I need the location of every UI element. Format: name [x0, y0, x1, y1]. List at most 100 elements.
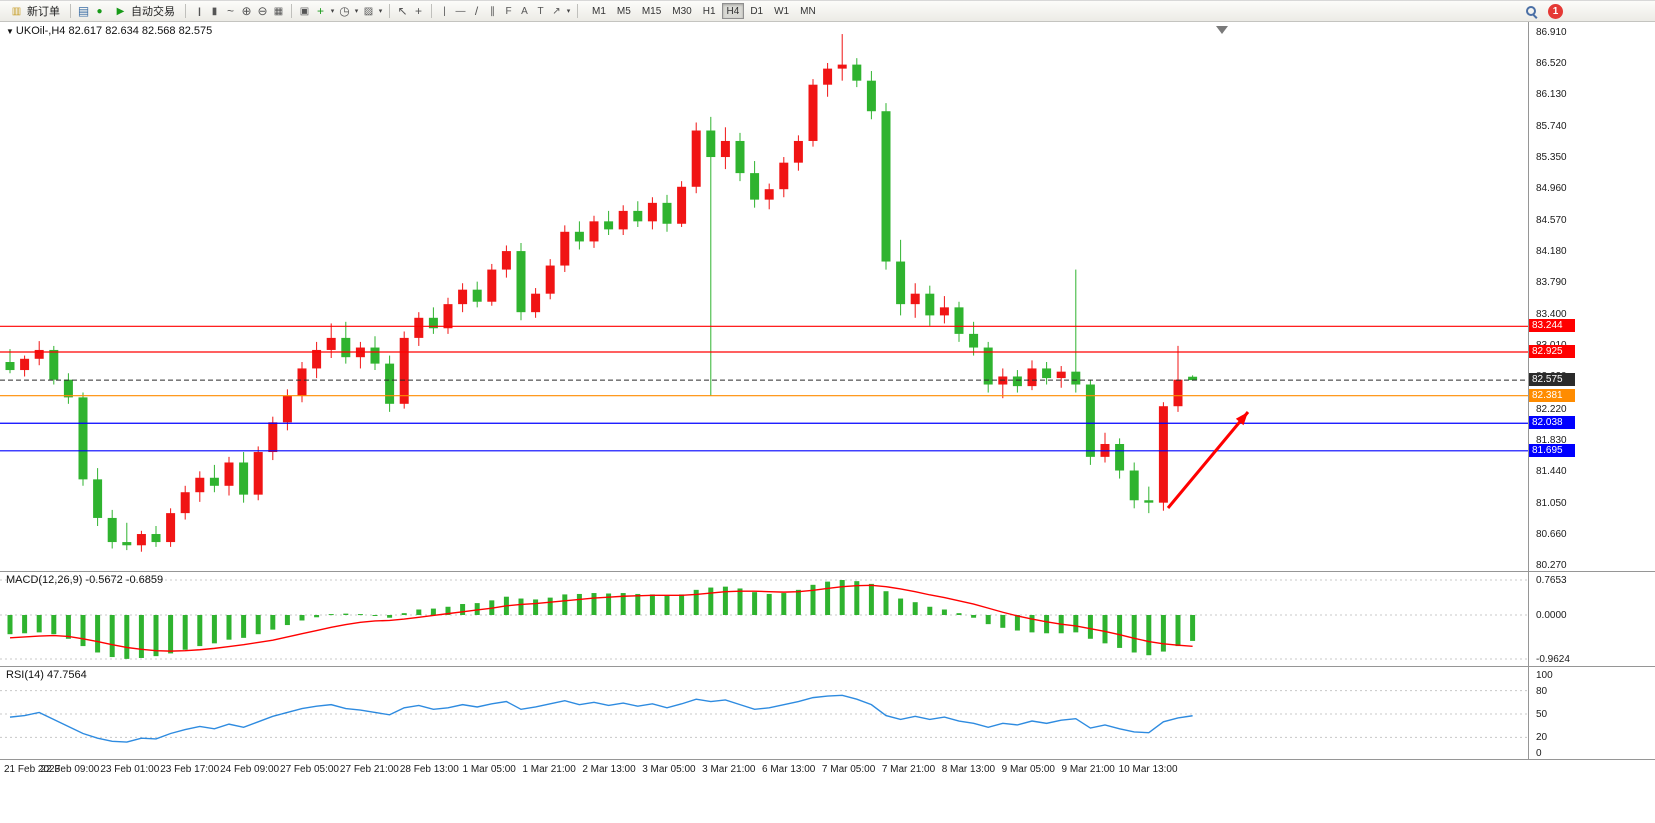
- price-chart-area[interactable]: ▼ UKOil-,H4 82.617 82.634 82.568 82.575: [0, 22, 1528, 571]
- vertical-line-icon[interactable]: |: [443, 5, 446, 17]
- timeframe-button-m5[interactable]: M5: [612, 3, 636, 19]
- candle: [691, 122, 701, 194]
- new-order-button[interactable]: ▥ 新订单: [4, 2, 65, 20]
- navigator-icon[interactable]: ●: [96, 5, 103, 17]
- macd-chart-area[interactable]: MACD(12,26,9) -0.5672 -0.6859: [0, 572, 1528, 666]
- toolbar-separator: [185, 4, 186, 18]
- rsi-canvas[interactable]: [0, 667, 1528, 759]
- macd-bar: [1029, 614, 1035, 633]
- cursor-icon[interactable]: ↖: [397, 4, 408, 18]
- new-chart-icon[interactable]: +: [316, 4, 324, 18]
- candle: [458, 283, 468, 313]
- macd-bar: [95, 614, 101, 653]
- macd-bar: [533, 599, 539, 615]
- candle: [633, 201, 643, 227]
- macd-bar: [357, 614, 363, 616]
- candle: [268, 416, 278, 461]
- price-axis-label: 81.830: [1536, 434, 1567, 446]
- periods-icon[interactable]: ◷: [339, 4, 350, 18]
- time-axis-label: 22 Feb 09:00: [40, 764, 100, 775]
- templates-dropdown-icon[interactable]: ▾: [378, 8, 383, 15]
- macd-bar: [153, 614, 159, 657]
- macd-bar: [241, 614, 247, 638]
- macd-bar: [1117, 614, 1123, 648]
- new-order-label: 新订单: [27, 6, 60, 18]
- search-icon[interactable]: [1525, 5, 1538, 18]
- templates-icon[interactable]: ▨: [363, 5, 374, 17]
- price-axis[interactable]: 86.910 86.520 86.130 85.740 85.350 84.960 84.5…: [1528, 22, 1655, 571]
- macd-bar: [168, 614, 174, 654]
- macd-bar: [124, 614, 130, 659]
- new-chart-dropdown-icon[interactable]: ▾: [330, 8, 335, 15]
- price-axis-label: 84.180: [1536, 246, 1567, 258]
- price-axis-label: 80.660: [1536, 529, 1567, 541]
- time-axis[interactable]: 21 Feb 2023 22 Feb 09:00 23 Feb 01:00 23 Fe…: [0, 759, 1655, 780]
- periods-dropdown-icon[interactable]: ▾: [354, 8, 359, 15]
- timeframe-button-m1[interactable]: M1: [587, 3, 611, 19]
- timeframe-toolbar: M1 M5 M15 M30 H1 H4 D1 W1 MN: [587, 3, 821, 19]
- candle: [574, 221, 584, 250]
- candle: [516, 243, 526, 321]
- text-label-icon[interactable]: T: [537, 5, 544, 17]
- macd-axis-label: 0.0000: [1536, 609, 1567, 621]
- timeframe-button-h4[interactable]: H4: [721, 3, 745, 19]
- macd-bar: [518, 598, 524, 615]
- macd-bar: [460, 604, 466, 615]
- trend-arrow-annotation[interactable]: [1166, 411, 1250, 509]
- timeframe-button-m15[interactable]: M15: [637, 3, 666, 19]
- candle: [750, 161, 760, 208]
- cascade-windows-icon[interactable]: ▣: [299, 5, 310, 17]
- rsi-axis-label: 0: [1536, 748, 1542, 759]
- candle: [1085, 379, 1095, 465]
- fibonacci-icon[interactable]: F: [505, 5, 512, 17]
- candle: [531, 288, 541, 318]
- time-axis-label: 7 Mar 05:00: [821, 764, 876, 775]
- main-chart-canvas[interactable]: [0, 22, 1528, 571]
- candle: [998, 368, 1008, 399]
- macd-bar: [430, 608, 436, 615]
- macd-bar: [1014, 614, 1020, 631]
- candle: [589, 215, 599, 248]
- price-axis-badge: 82.381: [1529, 388, 1575, 402]
- candlestick-chart-icon[interactable]: ▮: [211, 5, 218, 17]
- arrows-dropdown-icon[interactable]: ▾: [566, 8, 571, 15]
- candle: [107, 509, 117, 549]
- zoom-out-icon[interactable]: ⊖: [257, 4, 268, 18]
- zoom-in-icon[interactable]: ⊕: [241, 4, 252, 18]
- chart-shift-marker[interactable]: [1216, 26, 1228, 34]
- market-watch-icon[interactable]: ▤: [77, 4, 90, 18]
- candle: [224, 456, 234, 496]
- toolbar: ▥ 新订单 ▤ ● ▶ 自动交易 ||| ▮ ~ ⊕ ⊖ ▦ ▣ + ▾ ◷ ▾ ▨…: [0, 1, 1655, 22]
- notification-badge[interactable]: 1: [1548, 3, 1563, 19]
- crosshair-icon[interactable]: +: [414, 4, 422, 18]
- trendline-icon[interactable]: /: [474, 4, 479, 18]
- macd-bar: [1000, 614, 1006, 628]
- price-axis-badge: 83.244: [1529, 319, 1575, 333]
- timeframe-button-w1[interactable]: W1: [769, 3, 794, 19]
- chart-title: ▼ UKOil-,H4 82.617 82.634 82.568 82.575: [6, 25, 212, 37]
- candle: [428, 307, 438, 334]
- timeframe-button-m30[interactable]: M30: [667, 3, 696, 19]
- candle: [63, 373, 73, 404]
- timeframe-button-mn[interactable]: MN: [795, 3, 821, 19]
- tile-windows-icon[interactable]: ▦: [273, 5, 284, 17]
- horizontal-line-icon[interactable]: —: [455, 5, 466, 17]
- timeframe-button-d1[interactable]: D1: [745, 3, 768, 19]
- candle: [560, 225, 570, 272]
- candle: [370, 336, 380, 371]
- rsi-axis-label: 80: [1536, 685, 1548, 697]
- candle: [1115, 438, 1125, 479]
- macd-bar: [1190, 614, 1196, 641]
- line-chart-icon[interactable]: ~: [226, 4, 234, 18]
- macd-bar: [343, 613, 349, 615]
- autotrading-button[interactable]: ▶ 自动交易: [108, 2, 180, 20]
- macd-canvas[interactable]: [0, 572, 1528, 666]
- equidistant-channel-icon[interactable]: ∥: [490, 5, 495, 17]
- timeframe-button-h1[interactable]: H1: [698, 3, 721, 19]
- bar-chart-icon[interactable]: |||: [197, 6, 201, 16]
- candle: [706, 116, 716, 396]
- text-icon[interactable]: A: [521, 5, 528, 17]
- rsi-chart-area[interactable]: RSI(14) 47.7564: [0, 667, 1528, 759]
- arrows-icon[interactable]: ↗: [552, 5, 561, 17]
- price-axis-label: 82.220: [1536, 403, 1567, 415]
